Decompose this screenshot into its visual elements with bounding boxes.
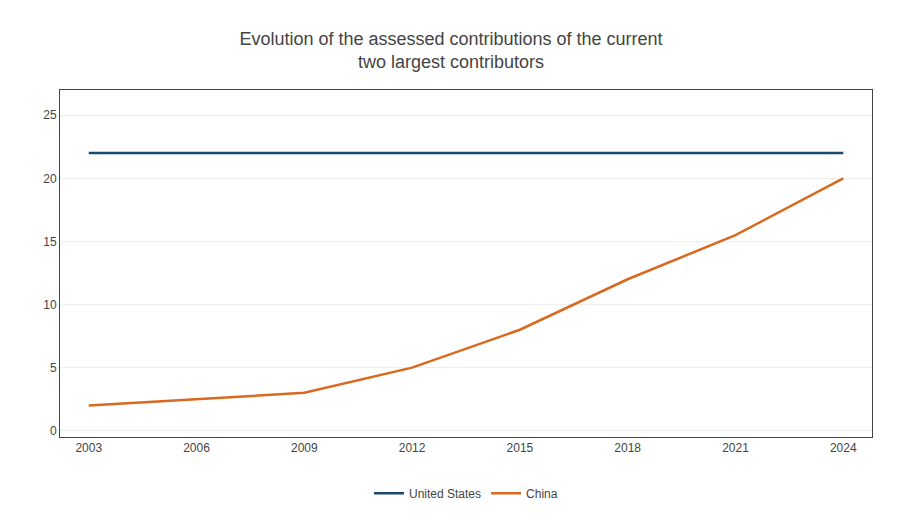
svg-text:0: 0 bbox=[50, 424, 57, 438]
svg-text:2015: 2015 bbox=[507, 441, 534, 455]
svg-text:2012: 2012 bbox=[399, 441, 426, 455]
svg-text:10: 10 bbox=[43, 298, 57, 312]
svg-text:20: 20 bbox=[43, 172, 57, 186]
svg-text:2024: 2024 bbox=[830, 441, 857, 455]
svg-text:5: 5 bbox=[50, 361, 57, 375]
svg-text:25: 25 bbox=[43, 108, 57, 122]
svg-text:United States: United States bbox=[409, 487, 481, 501]
svg-text:2006: 2006 bbox=[183, 441, 210, 455]
svg-text:China: China bbox=[526, 487, 558, 501]
svg-text:Evolution of the assessed cont: Evolution of the assessed contributions … bbox=[239, 29, 662, 72]
svg-text:2003: 2003 bbox=[75, 441, 102, 455]
svg-text:15: 15 bbox=[43, 235, 57, 249]
svg-text:2009: 2009 bbox=[291, 441, 318, 455]
svg-text:2018: 2018 bbox=[614, 441, 641, 455]
svg-text:2021: 2021 bbox=[722, 441, 749, 455]
